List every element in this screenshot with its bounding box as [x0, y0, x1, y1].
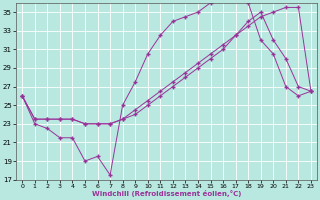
X-axis label: Windchill (Refroidissement éolien,°C): Windchill (Refroidissement éolien,°C) [92, 190, 241, 197]
